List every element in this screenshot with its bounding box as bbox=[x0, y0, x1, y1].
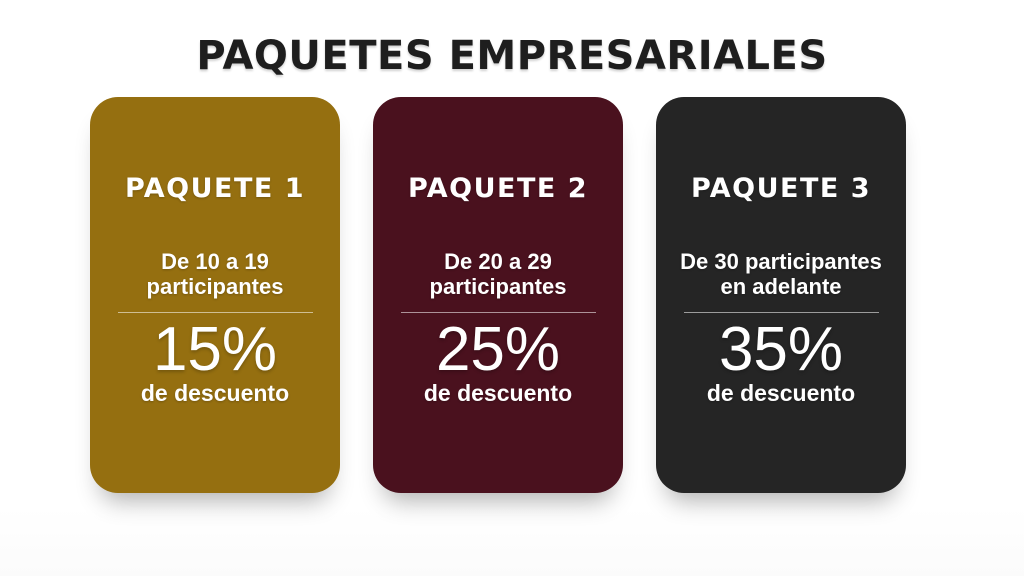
card-title: PAQUETE 2 bbox=[407, 173, 589, 204]
discount-label: de descuento bbox=[706, 380, 856, 406]
discount-percent: 35% bbox=[718, 315, 844, 384]
card-paquete-2: PAQUETE 2 De 20 a 29 participantes 25% d… bbox=[373, 97, 623, 493]
card-paquete-1: PAQUETE 1 De 10 a 19 participantes 15% d… bbox=[90, 97, 340, 493]
audience-line-2: en adelante bbox=[720, 274, 842, 299]
divider-line bbox=[683, 312, 879, 313]
card-paquete-3: PAQUETE 3 De 30 participantes en adelant… bbox=[656, 97, 906, 493]
divider-line bbox=[117, 312, 313, 313]
page-title: PAQUETES EMPRESARIALES bbox=[196, 33, 828, 79]
audience-line-2: participantes bbox=[146, 274, 284, 299]
card-audience: De 10 a 19 participantes bbox=[147, 249, 284, 299]
audience-line-1: De 30 participantes bbox=[680, 249, 882, 274]
audience-line-2: participantes bbox=[429, 274, 567, 299]
discount-percent: 15% bbox=[152, 315, 278, 384]
card-title: PAQUETE 1 bbox=[124, 173, 306, 204]
divider-line bbox=[400, 312, 596, 313]
card-audience: De 20 a 29 participantes bbox=[430, 249, 567, 299]
discount-percent: 25% bbox=[435, 315, 561, 384]
audience-line-1: De 20 a 29 bbox=[444, 249, 552, 274]
discount-label: de descuento bbox=[140, 380, 290, 406]
audience-line-1: De 10 a 19 bbox=[161, 249, 269, 274]
cards-container: PAQUETE 1 De 10 a 19 participantes 15% d… bbox=[90, 97, 906, 493]
discount-label: de descuento bbox=[423, 380, 573, 406]
card-title: PAQUETE 3 bbox=[690, 173, 872, 204]
card-audience: De 30 participantes en adelante bbox=[680, 249, 882, 299]
